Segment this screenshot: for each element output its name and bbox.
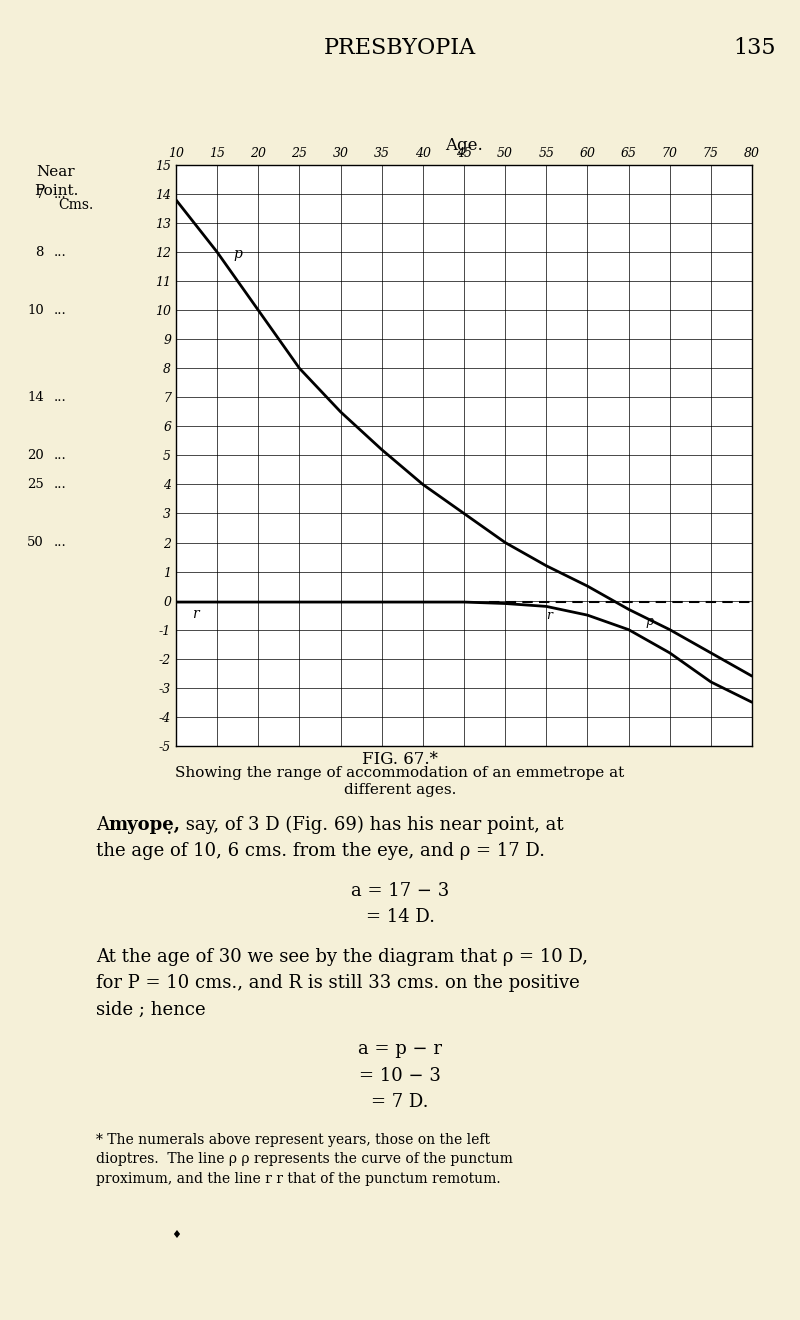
Text: p: p	[234, 247, 242, 261]
Text: dioptres.  The line ρ ρ represents the curve of the punctum: dioptres. The line ρ ρ represents the cu…	[96, 1152, 513, 1167]
Text: ...: ...	[54, 246, 66, 259]
Text: = 14 D.: = 14 D.	[366, 908, 434, 927]
Text: ...: ...	[54, 187, 66, 201]
Text: ♦: ♦	[171, 1230, 181, 1241]
Text: r: r	[546, 610, 552, 623]
Text: 135: 135	[734, 37, 776, 58]
Text: ...: ...	[54, 478, 66, 491]
Text: a = p − r: a = p − r	[358, 1040, 442, 1059]
Text: myopẹ,: myopẹ,	[108, 816, 180, 834]
Text: A: A	[96, 816, 114, 834]
Text: ...: ...	[54, 536, 66, 549]
Text: Point.: Point.	[34, 185, 78, 198]
Text: ...: ...	[54, 304, 66, 317]
Text: ...: ...	[54, 391, 66, 404]
Text: = 7 D.: = 7 D.	[371, 1093, 429, 1111]
Text: * The numerals above represent years, those on the left: * The numerals above represent years, th…	[96, 1133, 490, 1147]
Text: p: p	[645, 615, 653, 628]
Text: = 10 − 3: = 10 − 3	[359, 1067, 441, 1085]
Text: r: r	[193, 607, 199, 620]
Text: Showing the range of accommodation of an emmetrope at
different ages.: Showing the range of accommodation of an…	[175, 767, 625, 796]
Text: for P = 10 cms., and R is still 33 cms. on the positive: for P = 10 cms., and R is still 33 cms. …	[96, 974, 580, 993]
Text: 25: 25	[27, 478, 44, 491]
Text: 10: 10	[27, 304, 44, 317]
Text: say, of 3 D (Fig. 69) has his near point, at: say, of 3 D (Fig. 69) has his near point…	[180, 816, 564, 834]
Text: ...: ...	[54, 449, 66, 462]
Text: 14: 14	[27, 391, 44, 404]
Text: side ; hence: side ; hence	[96, 1001, 206, 1019]
Text: At the age of 30 we see by the diagram that ρ = 10 D,: At the age of 30 we see by the diagram t…	[96, 948, 588, 966]
Text: Age.: Age.	[445, 137, 483, 153]
Text: Near: Near	[37, 165, 75, 178]
Text: 50: 50	[27, 536, 44, 549]
Text: 8: 8	[36, 246, 44, 259]
Text: 20: 20	[27, 449, 44, 462]
Text: Cms.: Cms.	[58, 198, 94, 211]
Text: a = 17 − 3: a = 17 − 3	[351, 882, 449, 900]
Text: proximum, and the line r r that of the punctum remotum.: proximum, and the line r r that of the p…	[96, 1172, 501, 1187]
Text: 7: 7	[35, 187, 44, 201]
Text: PRESBYOPIA: PRESBYOPIA	[324, 37, 476, 58]
Text: the age of 10, 6 cms. from the eye, and ρ = 17 D.: the age of 10, 6 cms. from the eye, and …	[96, 842, 545, 861]
Text: FIG. 67.*: FIG. 67.*	[362, 751, 438, 767]
